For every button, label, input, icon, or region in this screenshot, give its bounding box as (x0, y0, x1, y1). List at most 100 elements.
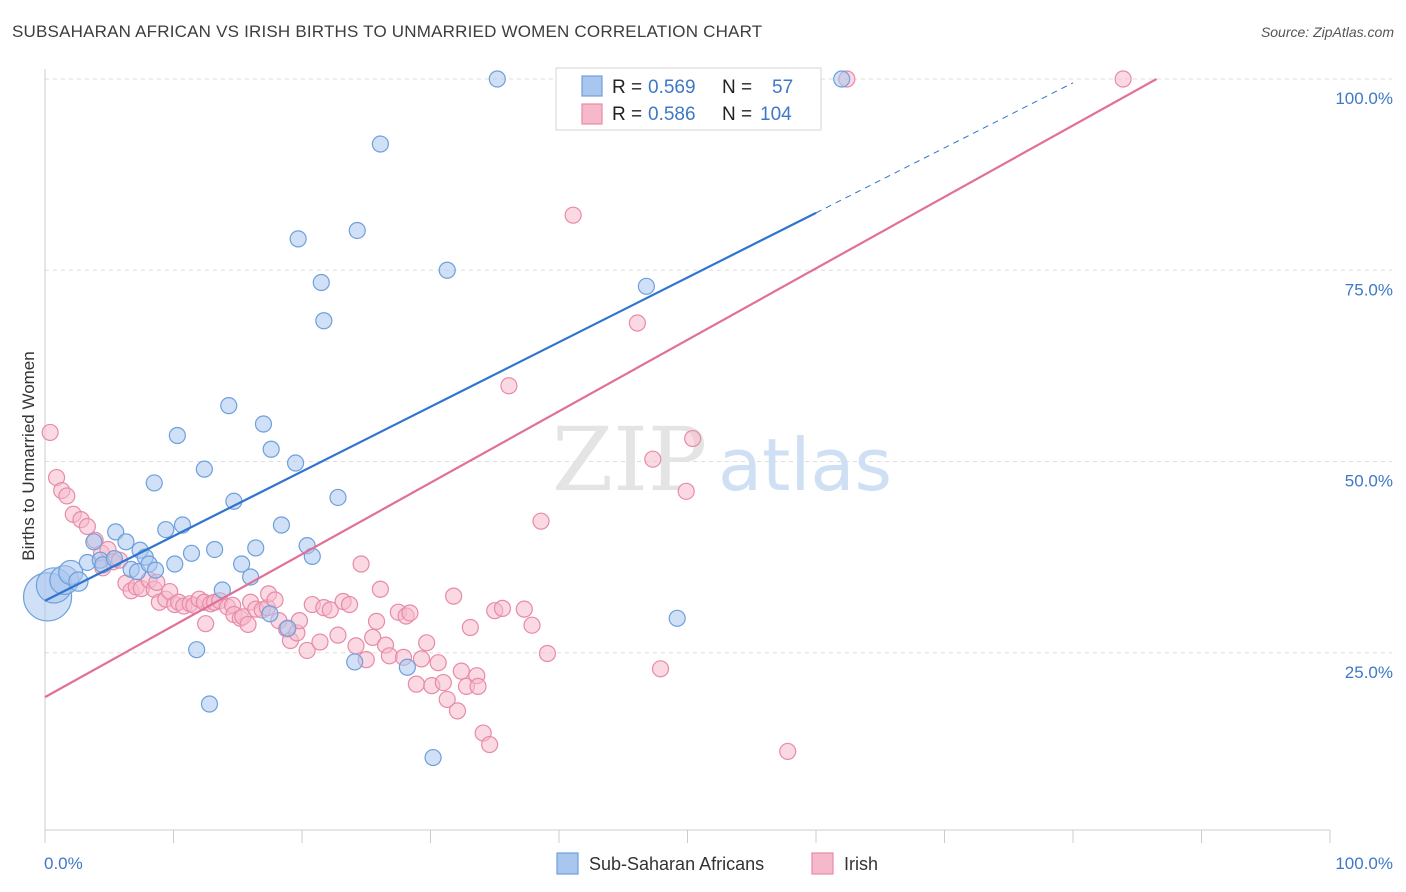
sub-saharan-point (206, 540, 224, 559)
irish-point (352, 555, 370, 573)
irish-point (434, 673, 452, 692)
sub-saharan-point (272, 516, 291, 534)
irish-point (418, 634, 436, 652)
irish-point (532, 512, 550, 530)
chart-title: SUBSAHARAN AFRICAN VS IRISH BIRTHS TO UN… (12, 22, 763, 41)
irish-trend-line (44, 78, 1158, 699)
y-tick-label: 25.0% (1345, 663, 1393, 682)
sub-saharan-point (261, 605, 279, 623)
sub-saharan-point (637, 277, 655, 295)
sub-saharan-point (157, 520, 175, 539)
y-axis-label: Births to Unmarried Women (19, 351, 38, 560)
irish-point (364, 628, 382, 647)
sub-saharan-point (346, 653, 364, 671)
sub-saharan-point (424, 748, 442, 767)
stats-legend: R = 0.569 N = 57 R = 0.586 N = 104 (555, 67, 822, 131)
irish-point (644, 450, 662, 468)
legend-swatch-blue (581, 75, 603, 97)
x-tick-label-min: 0.0% (44, 854, 83, 873)
irish-point (779, 742, 797, 761)
irish-point (677, 482, 695, 500)
sub-saharan-point (348, 221, 366, 240)
source-label: Source: ZipAtlas.com (1260, 24, 1394, 40)
sub-saharan-point (247, 539, 265, 557)
sub-saharan-point (117, 533, 135, 551)
legend-r-label-pink: R = (612, 104, 642, 125)
irish-point (538, 644, 557, 663)
sub-saharan-point (105, 550, 123, 568)
bottom-legend-label-blue: Sub-Saharan Africans (589, 854, 764, 874)
irish-point (367, 612, 386, 630)
irish-point (321, 601, 339, 619)
sub-saharan-point (488, 70, 506, 88)
legend-n-label-pink: N = (722, 104, 752, 125)
sub-saharan-point (85, 533, 103, 551)
irish-point (407, 675, 425, 693)
y-tick-labels: 25.0% 50.0% 75.0% 100.0% (1335, 89, 1393, 682)
legend-n-value-pink: 104 (760, 104, 792, 125)
watermark-atlas: atlas (718, 423, 892, 507)
sub-saharan-trend-extension (815, 82, 1074, 214)
sub-saharan-point (668, 609, 686, 627)
sub-saharan-point (107, 523, 125, 541)
sub-saharan-point (233, 555, 251, 573)
irish-point (438, 690, 456, 709)
irish-point (448, 702, 467, 720)
x-axis-ticks (44, 830, 1331, 843)
irish-point (684, 429, 702, 448)
irish-point (347, 637, 365, 655)
bottom-legend-label-pink: Irish (844, 854, 878, 874)
irish-point (1114, 70, 1132, 88)
sub-saharan-point (329, 488, 347, 507)
sub-saharan-point (145, 474, 163, 492)
legend-swatch-pink (581, 103, 603, 125)
sub-saharan-points (22, 70, 851, 767)
irish-point (78, 517, 97, 536)
sub-saharan-point (398, 658, 416, 676)
irish-point (412, 650, 431, 668)
sub-saharan-point (289, 230, 307, 248)
sub-saharan-point (833, 70, 851, 88)
sub-saharan-point (168, 426, 186, 445)
sub-saharan-point (220, 397, 238, 415)
sub-saharan-point (371, 135, 389, 153)
y-tick-label: 100.0% (1335, 89, 1393, 108)
sub-saharan-point (315, 312, 333, 330)
irish-point (298, 641, 316, 660)
irish-point (461, 618, 479, 637)
irish-point (239, 615, 257, 634)
y-tick-label: 50.0% (1345, 472, 1393, 491)
irish-point (197, 615, 215, 633)
sub-saharan-point (312, 273, 330, 292)
grid-lines (45, 78, 1392, 654)
irish-point (469, 677, 487, 696)
legend-r-value-pink: 0.586 (648, 104, 696, 125)
irish-point (58, 487, 76, 505)
sub-saharan-point (262, 440, 280, 458)
legend-r-value-blue: 0.569 (648, 77, 696, 98)
irish-point (371, 580, 389, 598)
irish-point (380, 647, 398, 665)
sub-saharan-trend-line (44, 211, 817, 602)
irish-point (452, 662, 470, 680)
sub-saharan-point (146, 561, 165, 579)
legend-n-label-blue: N = (722, 77, 752, 98)
irish-point (401, 604, 419, 622)
legend-r-label-blue: R = (612, 77, 642, 98)
irish-point (329, 626, 347, 644)
irish-point (481, 735, 499, 754)
sub-saharan-point (195, 460, 213, 478)
irish-point (340, 595, 359, 614)
sub-saharan-point (286, 454, 305, 472)
irish-point (651, 660, 670, 678)
watermark: ZIP atlas (552, 408, 892, 511)
legend-n-value-blue: 57 (772, 77, 793, 98)
sub-saharan-point (188, 641, 206, 659)
x-tick-label-max: 100.0% (1335, 854, 1393, 873)
irish-point (445, 587, 463, 605)
irish-point (515, 600, 533, 618)
bottom-legend-swatch-blue (556, 852, 579, 875)
irish-point (493, 599, 512, 617)
irish-point (41, 423, 59, 442)
sub-saharan-point (200, 695, 219, 713)
